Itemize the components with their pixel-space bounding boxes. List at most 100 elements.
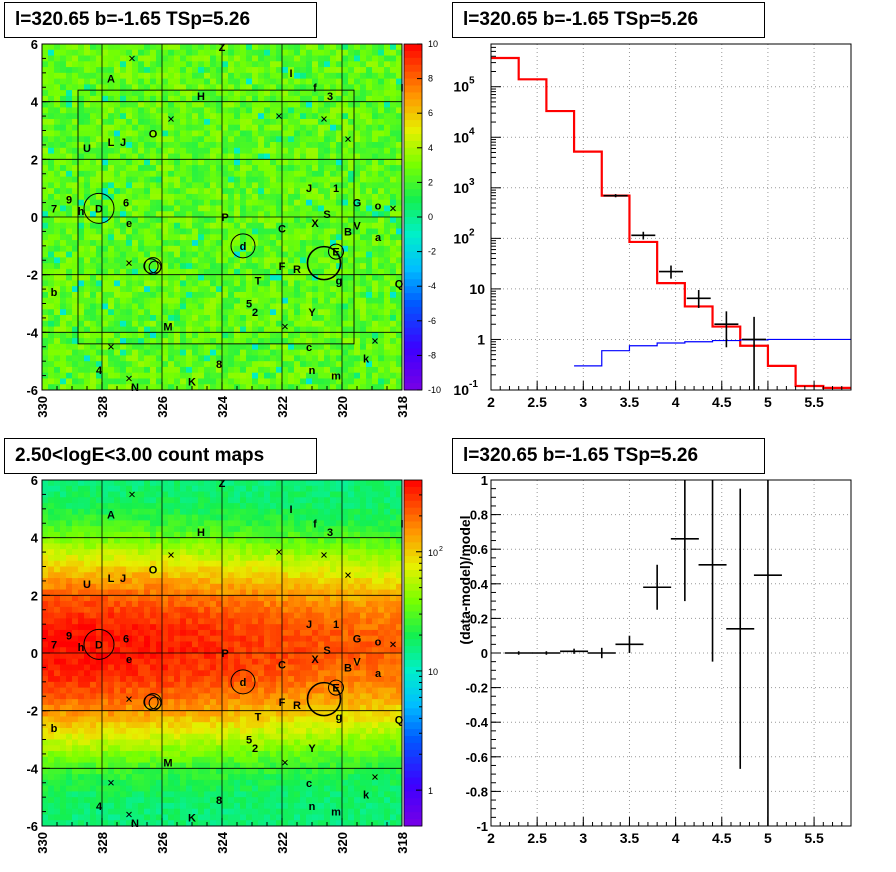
- heatmap-cell: [48, 733, 55, 740]
- heatmap-cell: [84, 802, 91, 810]
- heatmap-cell: [210, 372, 217, 379]
- source-label: 9: [66, 195, 72, 207]
- heatmap-cell: [294, 165, 301, 172]
- heatmap-cell: [300, 366, 307, 374]
- heatmap-cell: [66, 257, 73, 264]
- heatmap-cell: [192, 257, 199, 264]
- heatmap-cell: [42, 572, 49, 579]
- heatmap-cell: [162, 159, 169, 166]
- heatmap-cell: [216, 147, 223, 154]
- heatmap-cell: [84, 332, 91, 339]
- heatmap-cell: [126, 101, 133, 108]
- heatmap-cell: [54, 566, 61, 573]
- heatmap-cell: [84, 791, 91, 798]
- heatmap-cell: [354, 67, 361, 74]
- heatmap-cell: [90, 791, 97, 798]
- heatmap-cell: [330, 315, 337, 322]
- heatmap-cell: [156, 343, 163, 351]
- heatmap-cell: [138, 624, 145, 631]
- heatmap-cell: [90, 355, 97, 362]
- heatmap-cell: [360, 228, 367, 235]
- heatmap-cell: [342, 211, 349, 218]
- heatmap-cell: [336, 332, 343, 339]
- heatmap-cell: [252, 130, 259, 137]
- heatmap-cell: [240, 130, 247, 137]
- heatmap-cell: [234, 55, 241, 62]
- heatmap-cell: [270, 315, 277, 322]
- heatmap-cell: [174, 170, 181, 178]
- heatmap-cell: [330, 217, 337, 224]
- heatmap-cell: [228, 222, 235, 229]
- heatmap-cell: [144, 130, 151, 137]
- heatmap-cell: [336, 372, 343, 379]
- heatmap-cell: [84, 779, 91, 787]
- heatmap-cell: [384, 315, 391, 322]
- heatmap-cell: [216, 355, 223, 362]
- heatmap-cell: [120, 693, 127, 700]
- heatmap-cell: [144, 497, 151, 504]
- heatmap-cell: [354, 291, 361, 299]
- heatmap-cell: [126, 774, 133, 781]
- heatmap-cell: [84, 526, 91, 533]
- heatmap-cell: [48, 676, 55, 683]
- heatmap-cell: [192, 251, 199, 258]
- heatmap-cell: [54, 153, 61, 160]
- heatmap-cell: [90, 733, 97, 740]
- heatmap-cell: [114, 118, 121, 126]
- heatmap-cell: [126, 589, 133, 596]
- heatmap-cell: [384, 205, 391, 212]
- heatmap-cell: [180, 291, 187, 299]
- heatmap-cell: [156, 514, 163, 521]
- heatmap-cell: [150, 601, 157, 608]
- heatmap-cell: [96, 297, 103, 304]
- heatmap-cell: [54, 55, 61, 62]
- heatmap-cell: [54, 297, 61, 304]
- heatmap-cell: [120, 537, 127, 544]
- heatmap-cell: [132, 251, 139, 258]
- heatmap-cell: [84, 90, 91, 97]
- heatmap-cell: [270, 222, 277, 229]
- heatmap-cell: [84, 222, 91, 229]
- heatmap-cell: [84, 629, 91, 637]
- heatmap-cell: [306, 343, 313, 351]
- heatmap-cell: [84, 366, 91, 374]
- heatmap-cell: [264, 67, 271, 74]
- heatmap-cell: [294, 199, 301, 206]
- heatmap-cell: [174, 142, 181, 149]
- heatmap-cell: [270, 124, 277, 131]
- heatmap-cell: [300, 193, 307, 201]
- heatmap-cell: [42, 554, 49, 562]
- heatmap-cell: [102, 606, 109, 614]
- heatmap-cell: [90, 710, 97, 717]
- heatmap-cell: [132, 257, 139, 264]
- heatmap-cell: [396, 268, 403, 276]
- heatmap-cell: [60, 72, 67, 79]
- heatmap-cell: [96, 520, 103, 527]
- heatmap-cell: [96, 670, 103, 677]
- source-label: J: [306, 183, 312, 195]
- colorbar-cell: [404, 147, 422, 156]
- heatmap-cell: [144, 228, 151, 235]
- heatmap-cell: [390, 72, 397, 79]
- heatmap-cell: [174, 118, 181, 126]
- heatmap-cell: [288, 343, 295, 351]
- heatmap-cell: [312, 217, 319, 224]
- heatmap-cell: [144, 681, 151, 688]
- heatmap-cell: [66, 274, 73, 281]
- heatmap-cell: [294, 113, 301, 120]
- heatmap-cell: [72, 228, 79, 235]
- heatmap-cell: [72, 199, 79, 206]
- heatmap-cell: [378, 234, 385, 241]
- heatmap-cell: [264, 61, 271, 68]
- heatmap-cell: [390, 361, 397, 368]
- heatmap-cell: [120, 768, 127, 775]
- heatmap-cell: [366, 49, 373, 56]
- heatmap-cell: [258, 78, 265, 85]
- heatmap-cell: [234, 61, 241, 68]
- heatmap-cell: [84, 676, 91, 683]
- heatmap-cell: [258, 136, 265, 143]
- heatmap-cell: [108, 670, 115, 677]
- heatmap-cell: [66, 55, 73, 62]
- heatmap-cell: [252, 61, 259, 68]
- heatmap-cell: [336, 291, 343, 299]
